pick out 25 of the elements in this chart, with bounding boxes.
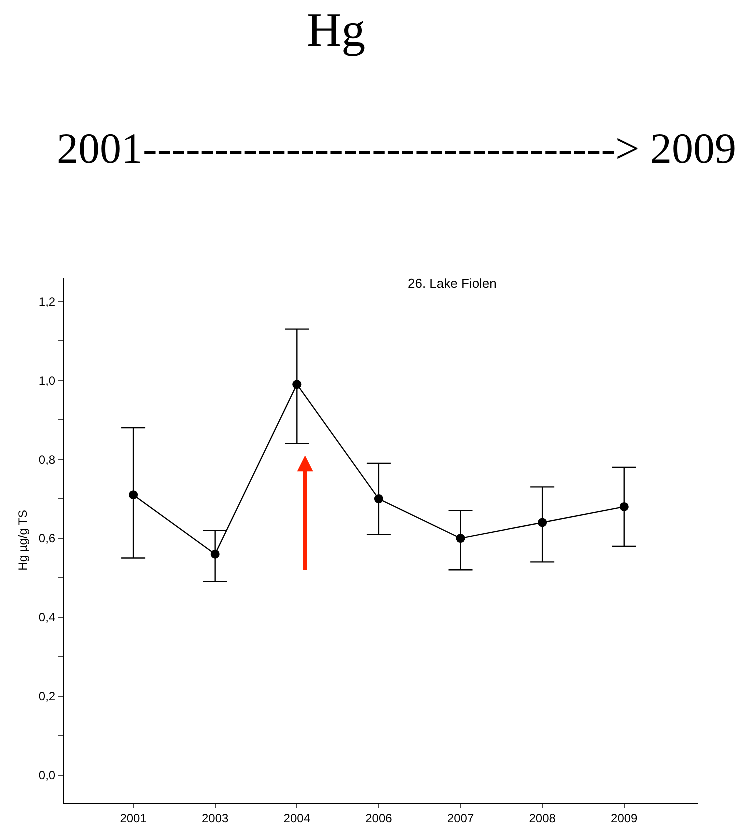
y-axis-title: Hg µg/g TS — [16, 510, 30, 571]
y-tick-label: 0,2 — [38, 690, 56, 704]
x-tick-label: 2009 — [611, 811, 638, 826]
point — [129, 490, 138, 500]
x-tick-label: 2001 — [120, 811, 148, 826]
x-tick-label: 2006 — [366, 811, 393, 826]
point — [538, 518, 548, 528]
x-tick-label: 2007 — [447, 811, 474, 826]
y-tick-label: 0,6 — [38, 532, 56, 546]
x-tick-label: 2008 — [529, 811, 556, 826]
point — [620, 502, 629, 512]
point — [374, 494, 384, 504]
y-tick-label: 0,0 — [38, 768, 56, 783]
x-tick-label: 2003 — [202, 811, 230, 826]
y-tick-label: 1,2 — [38, 294, 56, 309]
point — [456, 534, 466, 544]
point — [210, 550, 220, 559]
point — [292, 380, 302, 390]
x-tick-label: 2004 — [284, 811, 311, 826]
annotation: 26. Lake Fiolen — [408, 276, 497, 291]
chart-title: Hg — [307, 4, 366, 57]
chart-subtitle: 2001---------------------------------> 2009 — [57, 126, 737, 173]
y-tick-label: 0,4 — [38, 610, 56, 625]
y-tick-label: 0,8 — [38, 452, 56, 467]
y-tick-label: 1,0 — [38, 374, 56, 388]
